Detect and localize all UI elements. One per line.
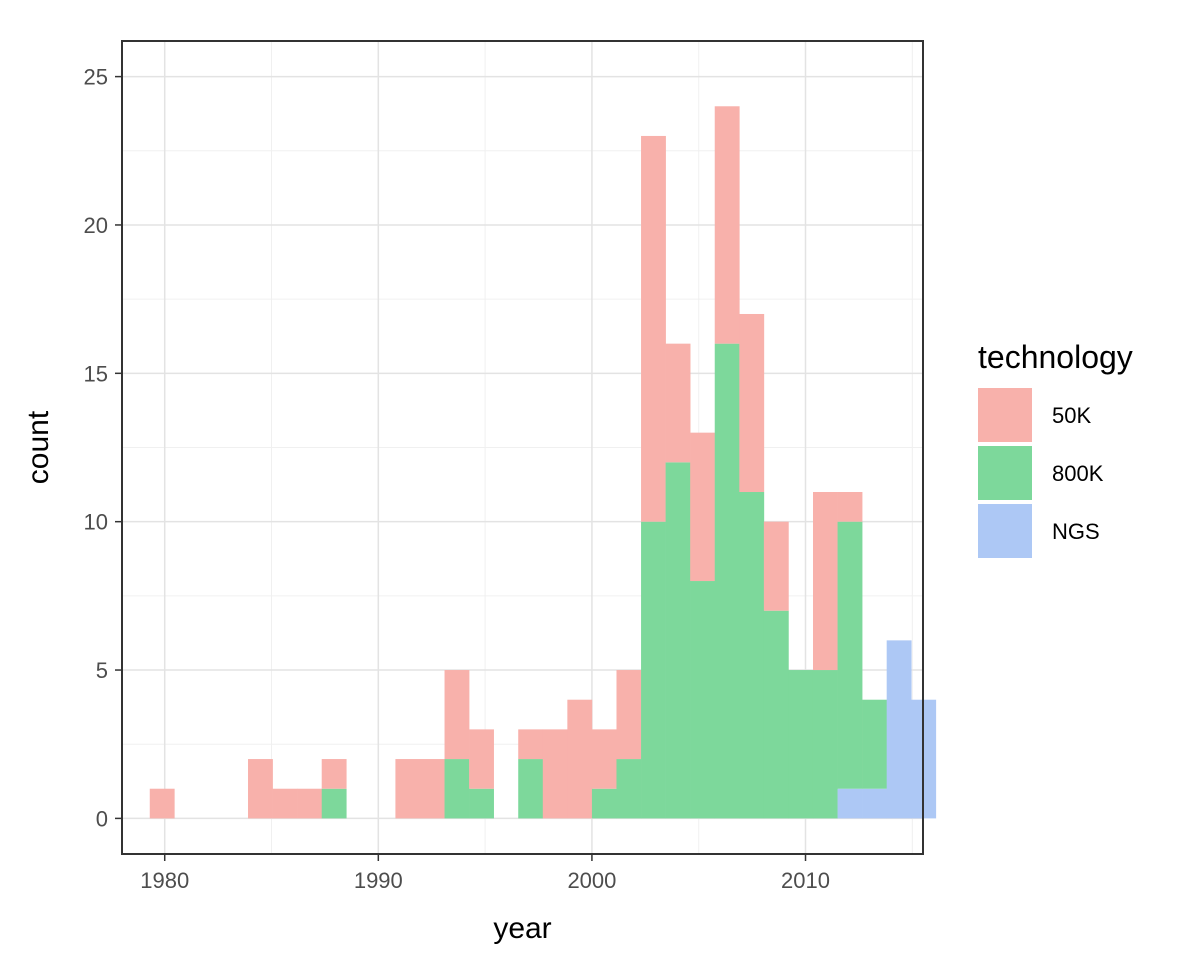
legend-label-ngs: NGS xyxy=(1052,519,1100,544)
bar-50k-bin-11 xyxy=(419,759,445,819)
bar-50k-bin-13 xyxy=(469,729,494,789)
y-tick-label: 25 xyxy=(84,65,108,90)
bar-50k-bin-18 xyxy=(591,729,617,789)
bar-50k-bin-12 xyxy=(444,670,470,760)
legend-key-ngs xyxy=(978,504,1032,558)
legend: technology 50K 800K NGS xyxy=(978,339,1133,558)
y-tick-label: 20 xyxy=(84,213,108,238)
bar-50k-bin-21 xyxy=(665,343,691,463)
bar-800k-bin-27 xyxy=(812,670,838,819)
y-axis-ticks: 0 5 10 15 20 25 xyxy=(84,65,122,831)
bar-50k-bin-28 xyxy=(837,492,863,522)
bar-800k-bin-18 xyxy=(591,788,617,819)
bar-50k-bin-7 xyxy=(321,759,347,789)
bar-50k-bin-22 xyxy=(690,432,716,582)
bar-800k-bin-12 xyxy=(444,759,470,819)
bar-50k-bin-25 xyxy=(763,521,789,611)
x-axis-ticks: 1980 1990 2000 2010 xyxy=(140,854,830,893)
legend-title: technology xyxy=(978,339,1133,375)
bar-800k-bin-20 xyxy=(641,521,666,819)
bar-800k-bin-26 xyxy=(788,670,814,819)
plot-panel-border xyxy=(121,40,924,855)
bar-50k-bin-0 xyxy=(149,788,175,819)
y-tick-label: 0 xyxy=(96,806,108,831)
bar-800k-bin-15 xyxy=(518,759,544,819)
x-tick-label: 2000 xyxy=(567,868,616,893)
bar-ngs-bin-29 xyxy=(862,788,887,819)
x-axis-title: year xyxy=(493,912,551,945)
legend-key-800k xyxy=(978,446,1032,500)
bar-800k-bin-28 xyxy=(837,521,863,789)
bar-ngs-bin-30 xyxy=(886,640,912,819)
bar-800k-bin-24 xyxy=(739,492,765,819)
bar-50k-bin-15 xyxy=(518,729,544,760)
bar-800k-bin-25 xyxy=(763,610,789,819)
legend-label-800k: 800K xyxy=(1052,461,1104,486)
legend-label-50k: 50K xyxy=(1052,403,1091,428)
x-tick-label: 1980 xyxy=(140,868,189,893)
bar-50k-bin-16 xyxy=(542,729,568,819)
bar-50k-bin-6 xyxy=(297,788,323,819)
bar-50k-bin-20 xyxy=(641,135,666,522)
x-tick-label: 1990 xyxy=(354,868,403,893)
y-axis-title: count xyxy=(22,410,55,484)
histogram-bars xyxy=(149,106,937,819)
bar-50k-bin-17 xyxy=(567,699,593,819)
bar-50k-bin-24 xyxy=(739,313,765,493)
bar-50k-bin-19 xyxy=(616,670,642,760)
y-tick-label: 10 xyxy=(84,510,108,535)
y-tick-label: 5 xyxy=(96,658,108,683)
x-tick-label: 2010 xyxy=(781,868,830,893)
bar-ngs-bin-28 xyxy=(837,788,863,819)
bar-800k-bin-19 xyxy=(616,759,642,819)
bar-50k-bin-23 xyxy=(714,106,740,344)
bar-800k-bin-13 xyxy=(469,788,494,819)
bar-50k-bin-5 xyxy=(272,788,298,819)
bar-50k-bin-27 xyxy=(812,492,838,671)
bar-50k-bin-10 xyxy=(395,759,421,819)
y-tick-label: 15 xyxy=(84,361,108,386)
bar-800k-bin-7 xyxy=(321,788,347,819)
legend-key-50k xyxy=(978,388,1032,442)
bar-800k-bin-29 xyxy=(862,699,887,789)
bar-800k-bin-23 xyxy=(714,343,740,819)
bar-800k-bin-22 xyxy=(690,581,716,819)
bar-800k-bin-21 xyxy=(665,462,691,819)
bar-50k-bin-4 xyxy=(248,759,273,819)
